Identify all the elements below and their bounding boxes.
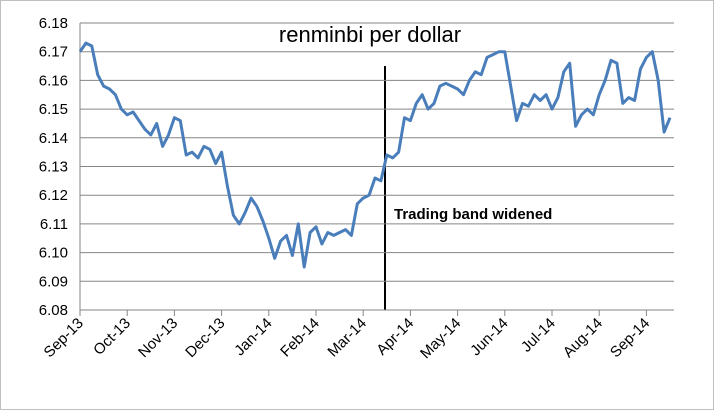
y-tick-label: 6.10 xyxy=(39,245,68,262)
y-tick-label: 6.16 xyxy=(39,72,68,89)
y-tick-label: 6.08 xyxy=(39,302,68,319)
y-tick-label: 6.17 xyxy=(39,44,68,61)
data-line xyxy=(78,41,672,269)
y-tick-label: 6.11 xyxy=(40,216,68,233)
y-tick-label: 6.14 xyxy=(39,130,68,147)
y-tick-label: 6.15 xyxy=(39,101,68,118)
y-tick-label: 6.18 xyxy=(39,15,68,32)
y-tick-label: 6.12 xyxy=(39,187,68,204)
chart-title: renminbi per dollar xyxy=(279,22,461,47)
y-tick-label: 6.09 xyxy=(39,273,68,290)
y-tick-label: 6.13 xyxy=(39,159,68,176)
annotation: Trading band widened xyxy=(394,206,552,223)
